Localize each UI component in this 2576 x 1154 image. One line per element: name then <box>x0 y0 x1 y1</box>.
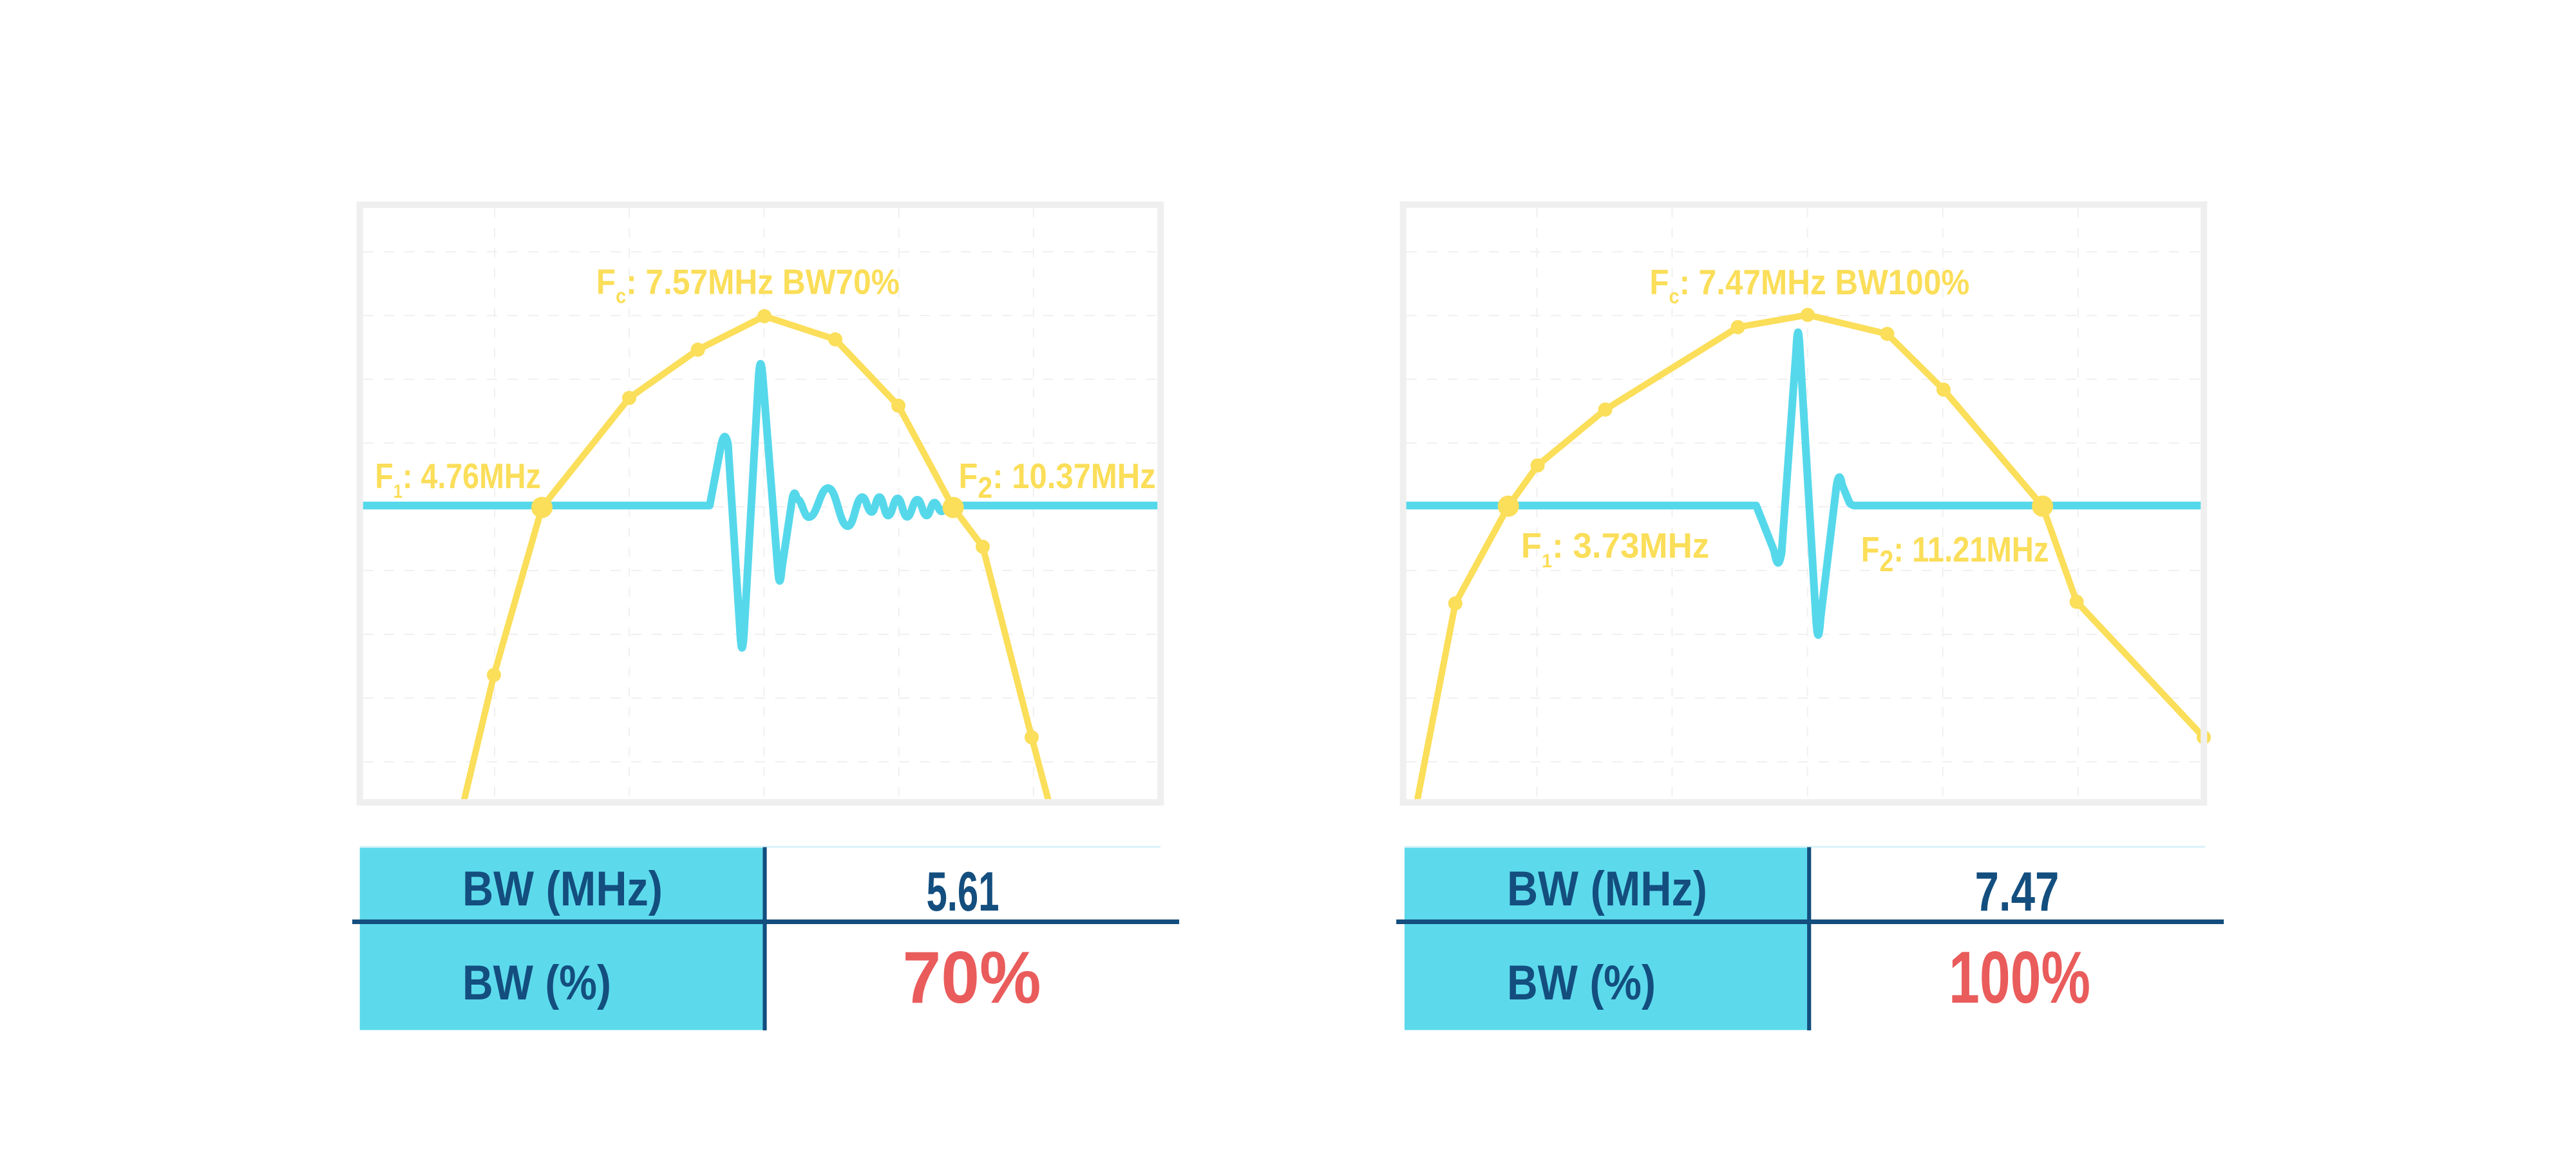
svg-text:BW (MHz): BW (MHz) <box>462 862 663 916</box>
svg-text:F: F <box>1521 525 1542 565</box>
svg-text:BW (%): BW (%) <box>462 956 611 1010</box>
svg-text:2: 2 <box>978 471 992 504</box>
svg-text:F: F <box>596 262 616 302</box>
svg-text:BW (%): BW (%) <box>1507 956 1656 1010</box>
svg-text:: 10.37MHz: : 10.37MHz <box>992 456 1155 496</box>
svg-text:F: F <box>1861 529 1880 569</box>
svg-text:5.61: 5.61 <box>927 861 999 923</box>
svg-text:: 7.57MHz BW70%: : 7.57MHz BW70% <box>626 262 900 302</box>
svg-text:: 4.76MHz: : 4.76MHz <box>402 456 541 496</box>
svg-text:c: c <box>616 285 626 308</box>
svg-text:: 11.21MHz: : 11.21MHz <box>1893 529 2049 569</box>
svg-text:F: F <box>1649 262 1669 302</box>
svg-text:1: 1 <box>1542 551 1552 572</box>
svg-text:F: F <box>375 456 393 496</box>
svg-text:7.47: 7.47 <box>1975 861 2060 923</box>
svg-text:: 3.73MHz: : 3.73MHz <box>1552 525 1709 565</box>
svg-text:F: F <box>959 456 978 496</box>
svg-text:2: 2 <box>1880 544 1894 578</box>
svg-text:1: 1 <box>393 481 402 502</box>
svg-text:BW (MHz): BW (MHz) <box>1507 862 1707 916</box>
svg-text:100%: 100% <box>1949 937 2090 1019</box>
svg-text:: 7.47MHz BW100%: : 7.47MHz BW100% <box>1680 262 1970 302</box>
svg-text:c: c <box>1669 285 1680 308</box>
svg-text:70%: 70% <box>903 937 1041 1019</box>
